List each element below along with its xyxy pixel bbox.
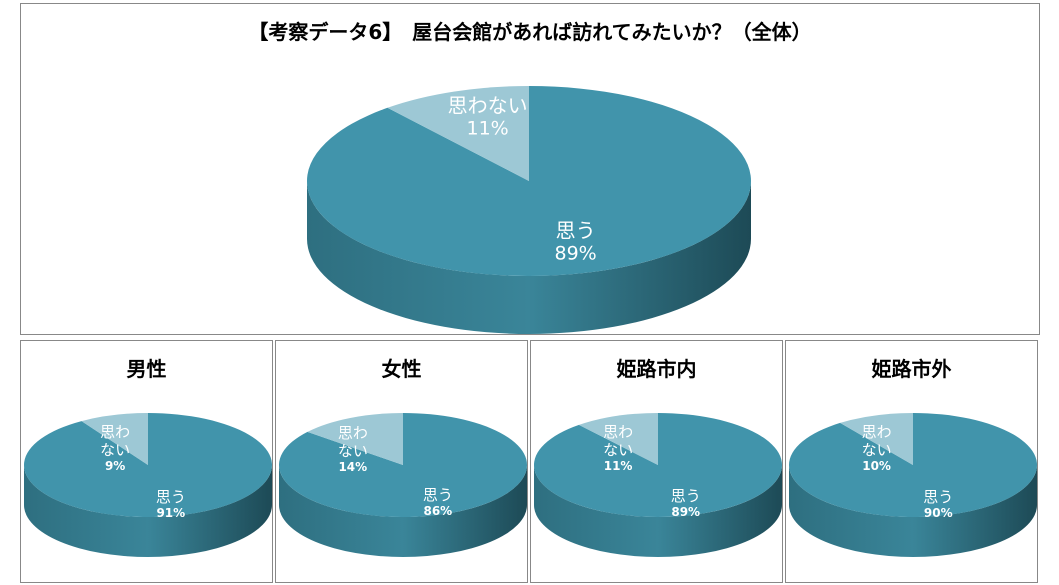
category-label: 思う [422,485,453,504]
value-label: 90% [923,505,953,520]
data-label: 思わない 9% [97,422,133,472]
pie-chart [279,413,527,557]
pie-slice [578,413,658,465]
data-label: 思う 91% [153,488,189,520]
value-label: 91% [156,505,186,520]
chart-title: 【考察データ6】 屋台会館があれば訪れてみたいか？（全体） [248,20,812,44]
data-label: 思わない 14% [335,423,371,473]
chart-title: 女性 [381,357,422,381]
data-label: 思わない 11% [600,423,636,473]
category-label: 思う [923,487,954,506]
pie-side [24,465,272,557]
pie-slice [81,413,148,465]
data-label: 思わない 11% [388,93,588,140]
value-label: 11% [603,458,633,473]
pie-chart [534,413,782,557]
pie-chart [306,86,752,334]
category-label: 思う [155,487,186,506]
pie-slice [23,413,272,517]
data-label: 思う 89% [476,218,676,265]
chart-title: 男性 [126,357,167,381]
value-label: 89% [671,504,701,519]
value-label: 9% [104,458,126,473]
chart-panel: 男性思う 91% 思わない 9% [20,340,273,583]
data-label: 思う 90% [920,487,956,519]
category-label: 思わない [100,422,131,459]
pie-slice [840,413,913,465]
chart-title: 姫路市外 [871,357,952,381]
data-label: 思わない 10% [859,422,895,472]
chart-panel: 姫路市外思う 90% 思わない 10% [785,340,1038,583]
category-label: 思わない [447,93,528,118]
value-label: 11% [466,117,509,140]
chart-panel: 女性思う 86% 思わない 14% [275,340,528,583]
pie-side [789,465,1037,557]
category-label: 思わない [603,422,634,459]
value-label: 14% [338,459,368,474]
value-label: 86% [423,503,453,518]
category-label: 思う [670,486,701,505]
pie-side [307,181,751,334]
pie-side [279,465,527,557]
category-label: 思わない [337,423,368,460]
data-label: 思う 86% [420,485,456,517]
data-label: 思う 89% [668,487,704,519]
category-label: 思う [555,218,596,243]
pie-chart [789,413,1037,557]
value-label: 89% [554,242,597,265]
pie-side [534,465,782,557]
pie-slice [307,413,403,465]
pie-slice [306,86,752,277]
chart-title: 姫路市内 [616,357,697,381]
chart-panel: 姫路市内思う 89% 思わない 11% [530,340,783,583]
value-label: 10% [862,458,891,473]
category-label: 思わない [861,422,892,459]
pie-chart [23,413,272,557]
chart-panel: 【考察データ6】 屋台会館があれば訪れてみたいか？（全体） 思う 89% 思わない 11… [20,3,1040,335]
pie-slice [387,86,529,181]
